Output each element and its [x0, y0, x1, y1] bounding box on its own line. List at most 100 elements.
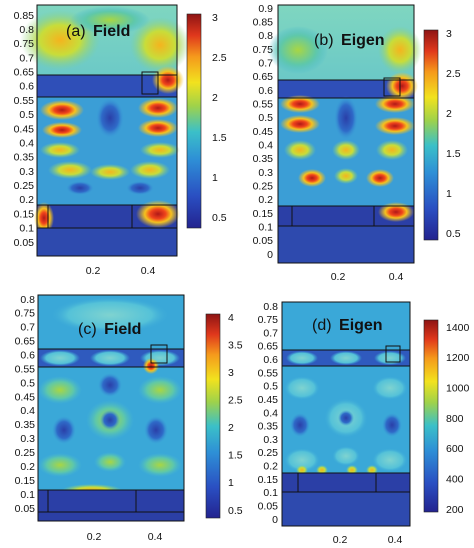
panel-a-hotspot: [40, 142, 80, 158]
panel-d-hotspot: [372, 448, 408, 472]
panel-b-structure-outline: [277, 4, 415, 264]
panel-a-hotspot: [90, 164, 130, 180]
panel-a-hotspot: [130, 161, 170, 179]
y-tick-label: 0.15: [253, 208, 274, 220]
y-tick-label: 0: [272, 514, 278, 526]
panel-d: (d) Eigen 0.80.750.70.650.60.550.50.450.…: [258, 301, 470, 546]
panel-b-hotspot: [376, 140, 408, 160]
panel-c-hotspot: [138, 376, 182, 404]
panel-b-y-tick-labels: 0.90.85 0.8 0.750.7 0.65 0.60.55 0.5 0.450.4 0.…: [253, 3, 274, 261]
panel-b-bottom-strip: [278, 226, 414, 263]
colorbar-tick-label: 3.5: [228, 339, 243, 351]
panel-b-title: (b) Eigen: [314, 32, 385, 49]
y-tick-label: 0.35: [253, 153, 274, 165]
panel-c-hotspot: [40, 350, 80, 366]
colorbar-tick-label: 800: [446, 413, 464, 425]
x-tick-label: 0.4: [388, 534, 403, 546]
panel-b-colorbar-tick-labels: 3 2.5 2 1.5 1 0.5: [446, 28, 461, 240]
y-tick-label: 0.05: [253, 235, 274, 247]
panel-d-hotspot: [284, 376, 320, 400]
y-tick-label: 0.1: [263, 487, 278, 499]
y-tick-label: 0.5: [20, 377, 35, 389]
panel-b-hotspot: [280, 95, 320, 113]
panel-a-hotspot: [138, 98, 178, 118]
y-tick-label: 0.7: [263, 327, 278, 339]
x-tick-label: 0.2: [331, 271, 346, 283]
panel-c-hotspot: [98, 373, 122, 397]
panel-b-hotspot: [332, 140, 360, 160]
y-tick-label: 0.85: [253, 16, 274, 28]
panel-d-colorbar-tick-labels: 1400 1200 1000 800 600 400 200: [446, 322, 470, 516]
panel-c-y-tick-labels: 0.8 0.75 0.7 0.65 0.60.55 0.5 0.45 0.4 0.35 0.3 0.…: [15, 294, 36, 515]
panel-d-hotspot: [374, 351, 406, 365]
y-tick-label: 0.5: [19, 109, 34, 121]
x-tick-label: 0.4: [389, 271, 404, 283]
y-tick-label: 0.25: [258, 447, 279, 459]
y-tick-label: 0.5: [258, 112, 273, 124]
colorbar-tick-label: 200: [446, 504, 464, 516]
panel-b-hotspot: [284, 140, 316, 160]
panel-a-title: (a) Field: [66, 23, 130, 40]
panel-a-hotspot: [126, 181, 154, 195]
colorbar-tick-label: 1000: [446, 382, 470, 394]
panel-c-hotspot: [38, 376, 82, 404]
panel-b-hotspot: [375, 117, 415, 135]
panel-c-label: (c): [78, 321, 97, 338]
y-tick-label: 0.65: [258, 341, 279, 353]
panel-d-hotspot: [330, 351, 362, 365]
y-tick-label: 0.6: [258, 85, 273, 97]
panel-b-hotspot: [375, 95, 415, 113]
colorbar-tick-label: 2.5: [228, 394, 243, 406]
y-tick-label: 0.3: [19, 166, 34, 178]
panel-d-label: (d): [312, 317, 332, 334]
y-tick-label: 0.55: [253, 98, 274, 110]
y-tick-label: 0.35: [258, 421, 279, 433]
panel-a-y-tick-labels: 0.85 0.8 0.75 0.7 0.65 0.6 0.55 0.5 0.45 0.4 0.35 0…: [14, 10, 35, 249]
y-tick-label: 0.15: [258, 474, 279, 486]
panel-d-y-tick-labels: 0.80.750.70.650.60.550.50.450.40.350.30.…: [258, 301, 279, 526]
y-tick-label: 0.8: [19, 24, 34, 36]
colorbar-tick-label: 600: [446, 443, 464, 455]
panel-d-structure-outline: [281, 301, 411, 527]
panel-a-hotspot: [70, 6, 150, 34]
y-tick-label: 0.55: [258, 367, 279, 379]
y-tick-label: 0.15: [14, 208, 35, 220]
panel-a-hotspot: [40, 100, 84, 120]
panel-a-hotspot: [152, 66, 184, 94]
panel-c-hotspot: [94, 452, 126, 472]
x-tick-label: 0.4: [141, 265, 156, 277]
y-tick-label: 0.45: [258, 394, 279, 406]
panel-a-bottom-strip: [37, 228, 177, 256]
panel-c-x-tick-labels: 0.2 0.4: [87, 531, 163, 543]
y-tick-label: 0.65: [14, 67, 35, 79]
colorbar-tick-label: 0.5: [212, 212, 227, 224]
colorbar-tick-label: 0.5: [228, 505, 243, 517]
y-tick-label: 0.2: [263, 461, 278, 473]
panel-c-title: (c) Field: [78, 321, 141, 338]
panel-c: (c) Field 0.80.750.70.650.60.550.50.450.…: [15, 294, 243, 543]
panel-b-hotspot: [334, 96, 358, 140]
colorbar-tick-label: 3: [212, 12, 218, 24]
panel-a-hotspot: [130, 17, 190, 73]
panel-d-hotspot: [372, 376, 408, 400]
panel-c-colorbar-tick-labels: 4 3.5 3 2.5 2 1.5 1 0.5: [228, 312, 243, 517]
panel-a-hotspot: [48, 161, 92, 179]
colorbar-tick-label: 3: [228, 367, 234, 379]
y-tick-label: 0.7: [258, 57, 273, 69]
y-tick-label: 0.25: [15, 447, 36, 459]
panel-a-hotspot: [34, 202, 54, 234]
y-tick-label: 0.25: [14, 180, 35, 192]
y-tick-label: 0.3: [258, 167, 273, 179]
panel-a-hotspot: [138, 119, 178, 137]
y-tick-label: 0.35: [15, 419, 36, 431]
colorbar-tick-label: 1: [212, 172, 218, 184]
panel-b-hotspot: [386, 72, 418, 100]
panel-d-colorbar: [423, 319, 439, 513]
y-tick-label: 0.15: [15, 475, 36, 487]
panel-d-hotspot: [332, 446, 360, 466]
y-tick-label: 0.65: [15, 336, 36, 348]
y-tick-label: 0.05: [14, 237, 35, 249]
y-tick-label: 0.75: [258, 314, 279, 326]
panel-a-hotspot: [42, 122, 82, 138]
panel-b-label: (b): [314, 32, 334, 49]
